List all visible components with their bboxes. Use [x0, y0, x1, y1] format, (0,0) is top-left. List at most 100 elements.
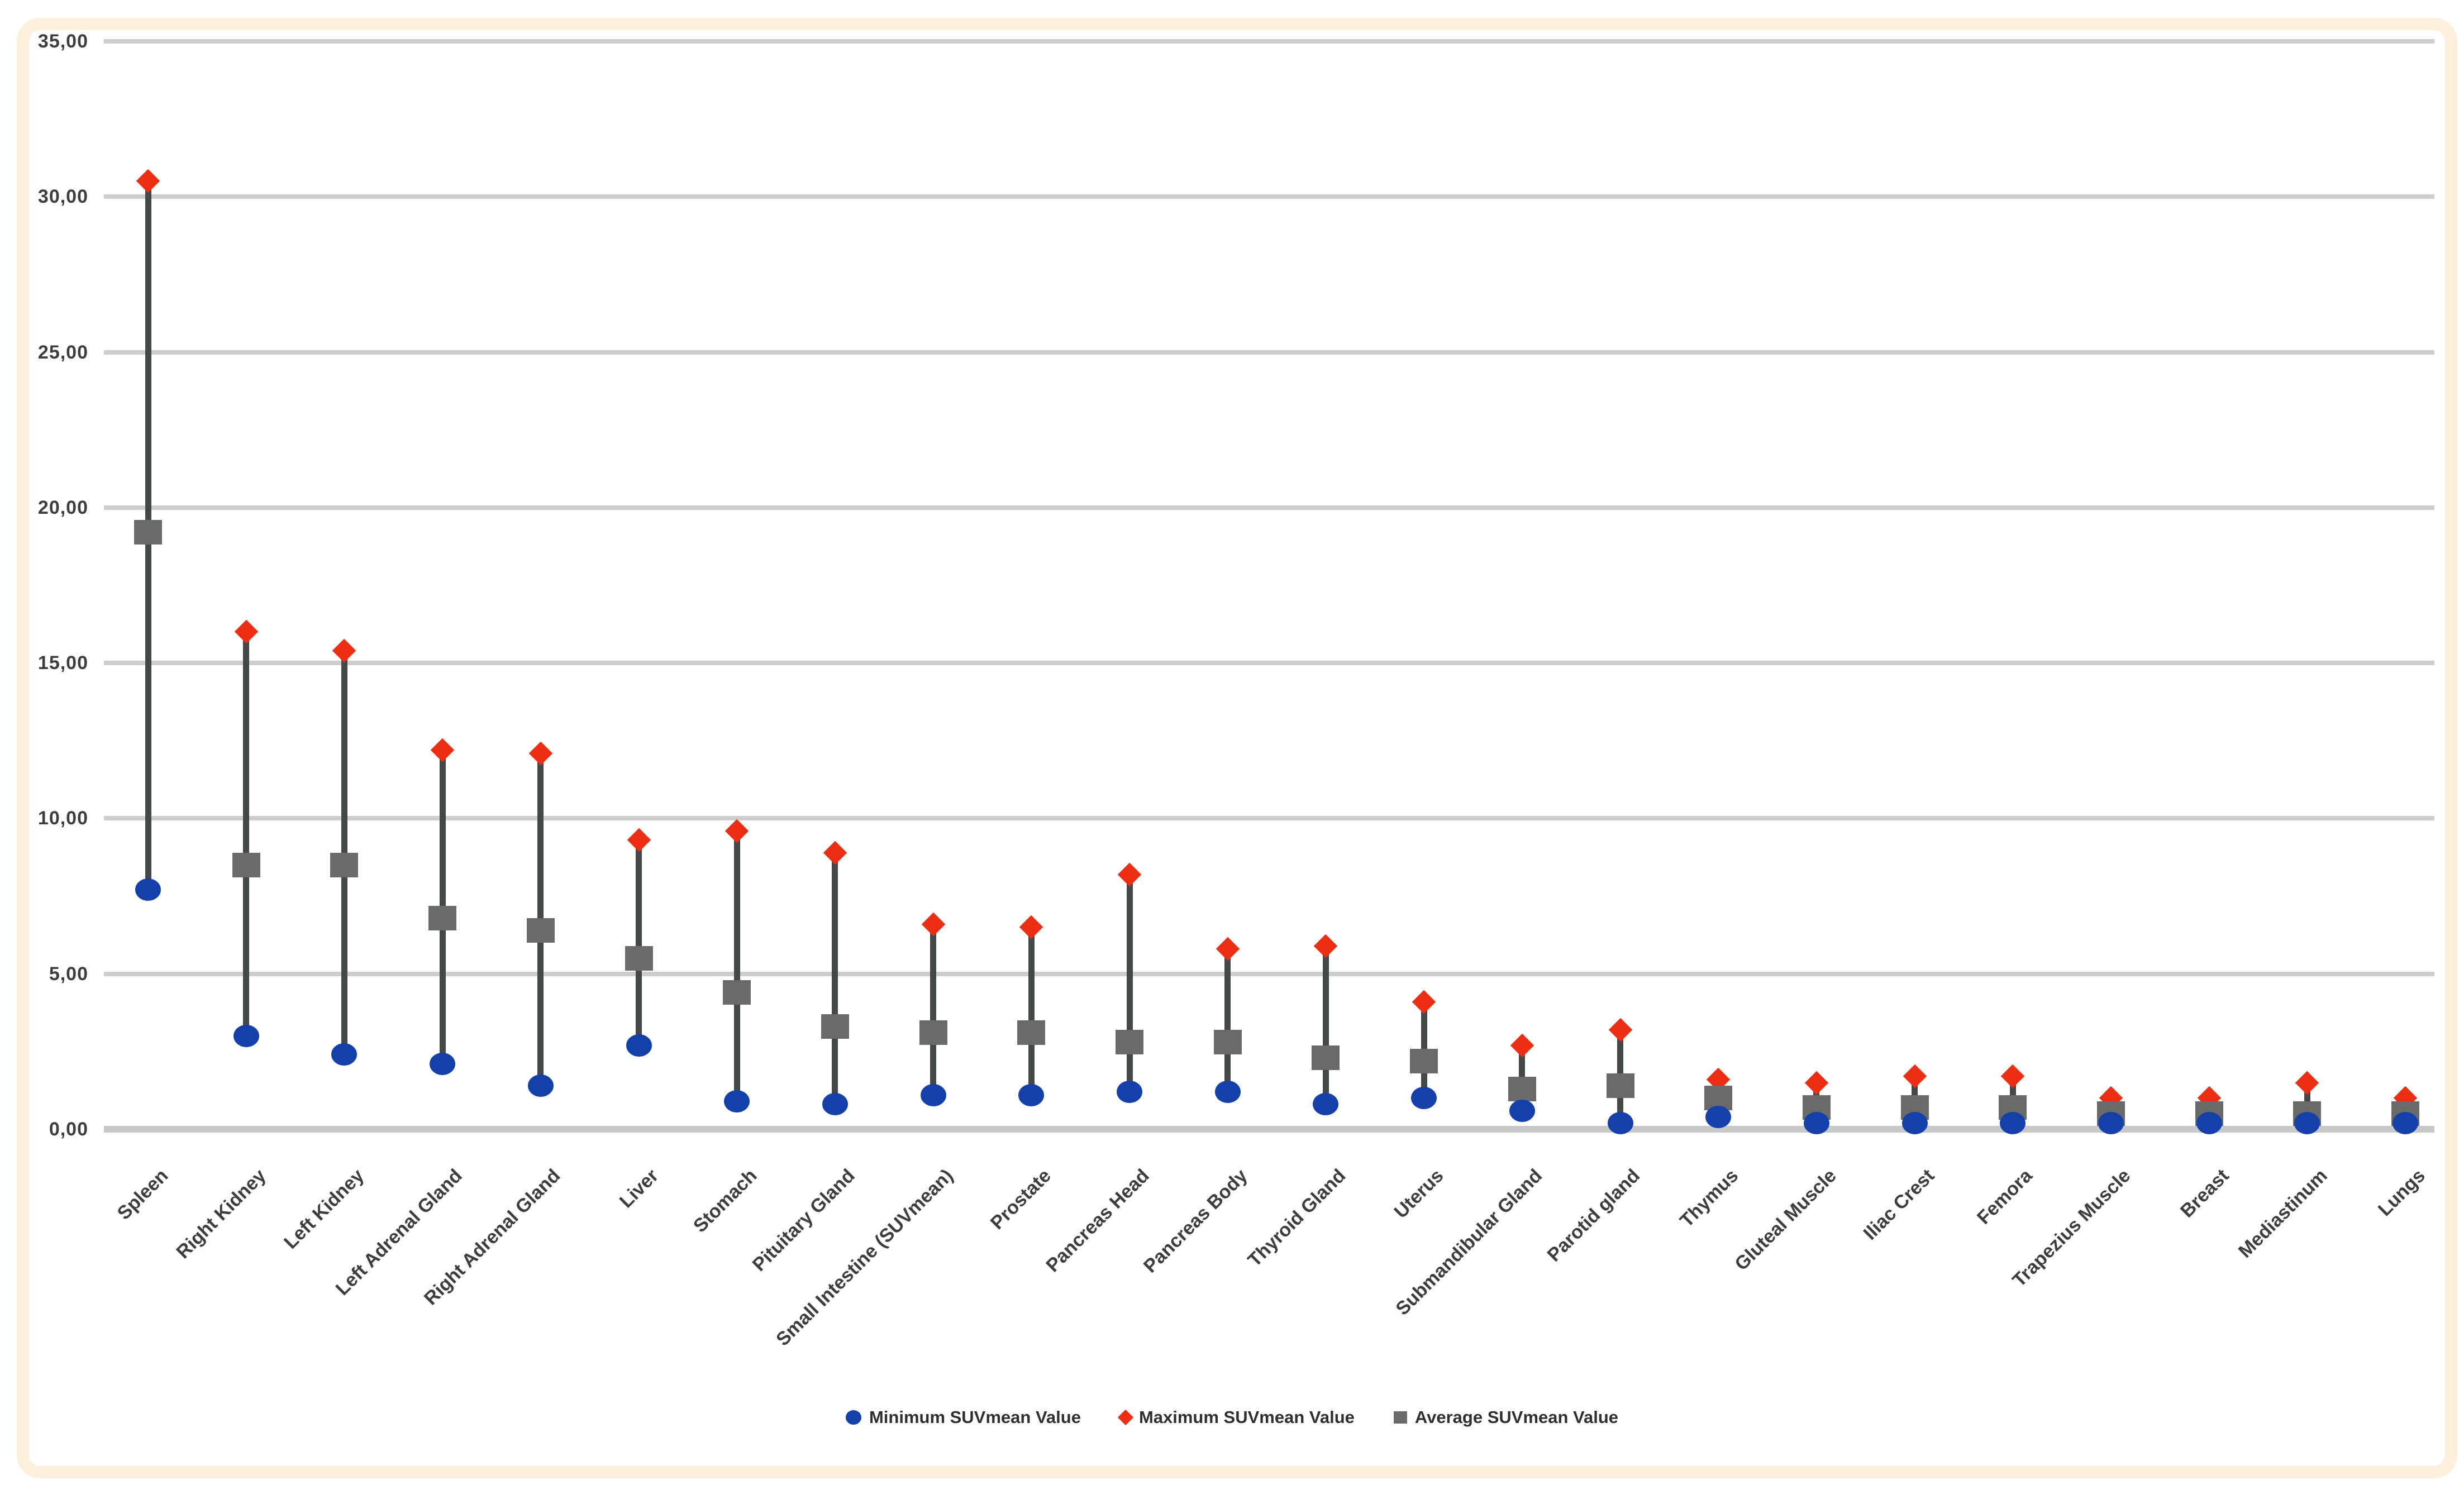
max-marker	[430, 738, 455, 762]
average-marker	[1312, 1045, 1340, 1070]
category-label: Small Intestine (SUVmean)	[772, 1165, 957, 1350]
category-label: Spleen	[113, 1165, 172, 1224]
min-marker	[331, 1043, 358, 1066]
gridline	[104, 194, 2434, 199]
hi-lo-line	[1224, 949, 1231, 1092]
category-label: Gluteal Muscle	[1731, 1165, 1841, 1275]
category-label: Stomach	[689, 1165, 761, 1237]
y-axis-tick-label: 25,00	[37, 341, 88, 363]
y-axis-tick-label: 20,00	[37, 496, 88, 518]
max-marker	[1608, 1018, 1632, 1042]
legend: Minimum SUVmean Value Maximum SUVmean Va…	[0, 1407, 2464, 1427]
category-label: Right Kidney	[172, 1165, 270, 1263]
legend-item-average: Average SUVmean Value	[1393, 1407, 1618, 1427]
category-label: Thyroid Gland	[1243, 1165, 1350, 1271]
max-marker	[1412, 990, 1436, 1014]
max-marker	[1314, 934, 1338, 958]
min-marker	[1901, 1111, 1928, 1134]
y-axis-tick-label: 10,00	[37, 808, 88, 829]
average-marker	[1508, 1076, 1536, 1101]
category-label: Iliac Crest	[1859, 1165, 1939, 1244]
hi-lo-line	[1028, 927, 1035, 1095]
min-marker	[2098, 1111, 2124, 1134]
min-marker	[626, 1034, 652, 1057]
category-label: Pancreas Head	[1042, 1165, 1154, 1277]
max-diamond-icon	[1117, 1409, 1134, 1426]
average-marker	[526, 918, 555, 943]
min-marker	[233, 1025, 259, 1048]
hi-lo-line	[1126, 874, 1133, 1092]
hi-lo-line	[930, 924, 937, 1095]
y-axis-tick-label: 30,00	[37, 186, 88, 208]
min-marker	[2000, 1111, 2026, 1134]
max-marker	[725, 819, 749, 843]
average-marker	[232, 852, 260, 877]
gridline	[104, 661, 2434, 666]
category-label: Pancreas Body	[1139, 1165, 1252, 1277]
legend-item-minimum: Minimum SUVmean Value	[845, 1407, 1081, 1427]
min-marker	[2392, 1111, 2419, 1134]
category-label: Thymus	[1676, 1165, 1743, 1232]
hi-lo-line	[341, 650, 347, 1055]
average-marker	[723, 980, 751, 1005]
category-label: Parotid gland	[1543, 1165, 1645, 1266]
category-label: Breast	[2176, 1165, 2233, 1222]
average-marker	[330, 852, 359, 877]
category-label: Femora	[1973, 1165, 2037, 1229]
average-marker	[1606, 1073, 1634, 1099]
hi-lo-line	[636, 840, 642, 1045]
average-marker	[1410, 1048, 1438, 1073]
average-marker	[625, 946, 653, 971]
min-marker	[1509, 1099, 1535, 1122]
legend-label-maximum: Maximum SUVmean Value	[1138, 1407, 1355, 1427]
max-marker	[2295, 1071, 2319, 1095]
min-marker	[1214, 1081, 1241, 1104]
max-marker	[823, 841, 847, 865]
max-marker	[627, 828, 651, 852]
legend-item-maximum: Maximum SUVmean Value	[1117, 1407, 1355, 1427]
gridline	[104, 971, 2434, 976]
min-marker	[2196, 1111, 2222, 1134]
average-marker	[1017, 1020, 1046, 1045]
max-marker	[1903, 1064, 1927, 1088]
max-marker	[332, 638, 356, 663]
gridline	[104, 39, 2434, 44]
min-marker	[430, 1053, 456, 1076]
y-axis-tick-label: 15,00	[37, 652, 88, 674]
min-circle-icon	[845, 1410, 861, 1425]
gridline	[104, 816, 2434, 821]
average-marker	[1116, 1030, 1143, 1055]
gridline	[104, 1126, 2434, 1133]
min-marker	[1705, 1105, 1732, 1128]
max-marker	[2001, 1064, 2025, 1088]
gridline	[104, 505, 2434, 510]
max-marker	[921, 912, 945, 936]
category-label: Liver	[616, 1165, 663, 1212]
average-marker	[134, 520, 162, 545]
min-marker	[822, 1093, 848, 1116]
average-marker	[1213, 1030, 1242, 1055]
max-marker	[1510, 1033, 1534, 1057]
avg-square-icon	[1393, 1411, 1407, 1424]
category-label: Uterus	[1390, 1165, 1448, 1223]
max-marker	[1804, 1071, 1829, 1095]
min-marker	[2294, 1111, 2320, 1134]
category-label: Prostate	[986, 1165, 1056, 1234]
min-marker	[1803, 1111, 1829, 1134]
hi-lo-line	[832, 852, 838, 1105]
min-marker	[1411, 1087, 1437, 1110]
hi-lo-line	[243, 632, 250, 1037]
category-label: Left Kidney	[280, 1165, 369, 1253]
legend-label-minimum: Minimum SUVmean Value	[869, 1407, 1081, 1427]
average-marker	[919, 1020, 947, 1045]
min-marker	[920, 1083, 946, 1106]
hi-lo-line	[733, 830, 740, 1101]
y-axis-tick-label: 5,00	[49, 963, 88, 985]
max-marker	[136, 169, 160, 193]
hi-lo-line	[1322, 946, 1329, 1105]
category-label: Pituitary Gland	[748, 1165, 859, 1276]
average-marker	[428, 905, 457, 930]
max-marker	[1117, 862, 1142, 886]
gridline	[104, 350, 2434, 355]
